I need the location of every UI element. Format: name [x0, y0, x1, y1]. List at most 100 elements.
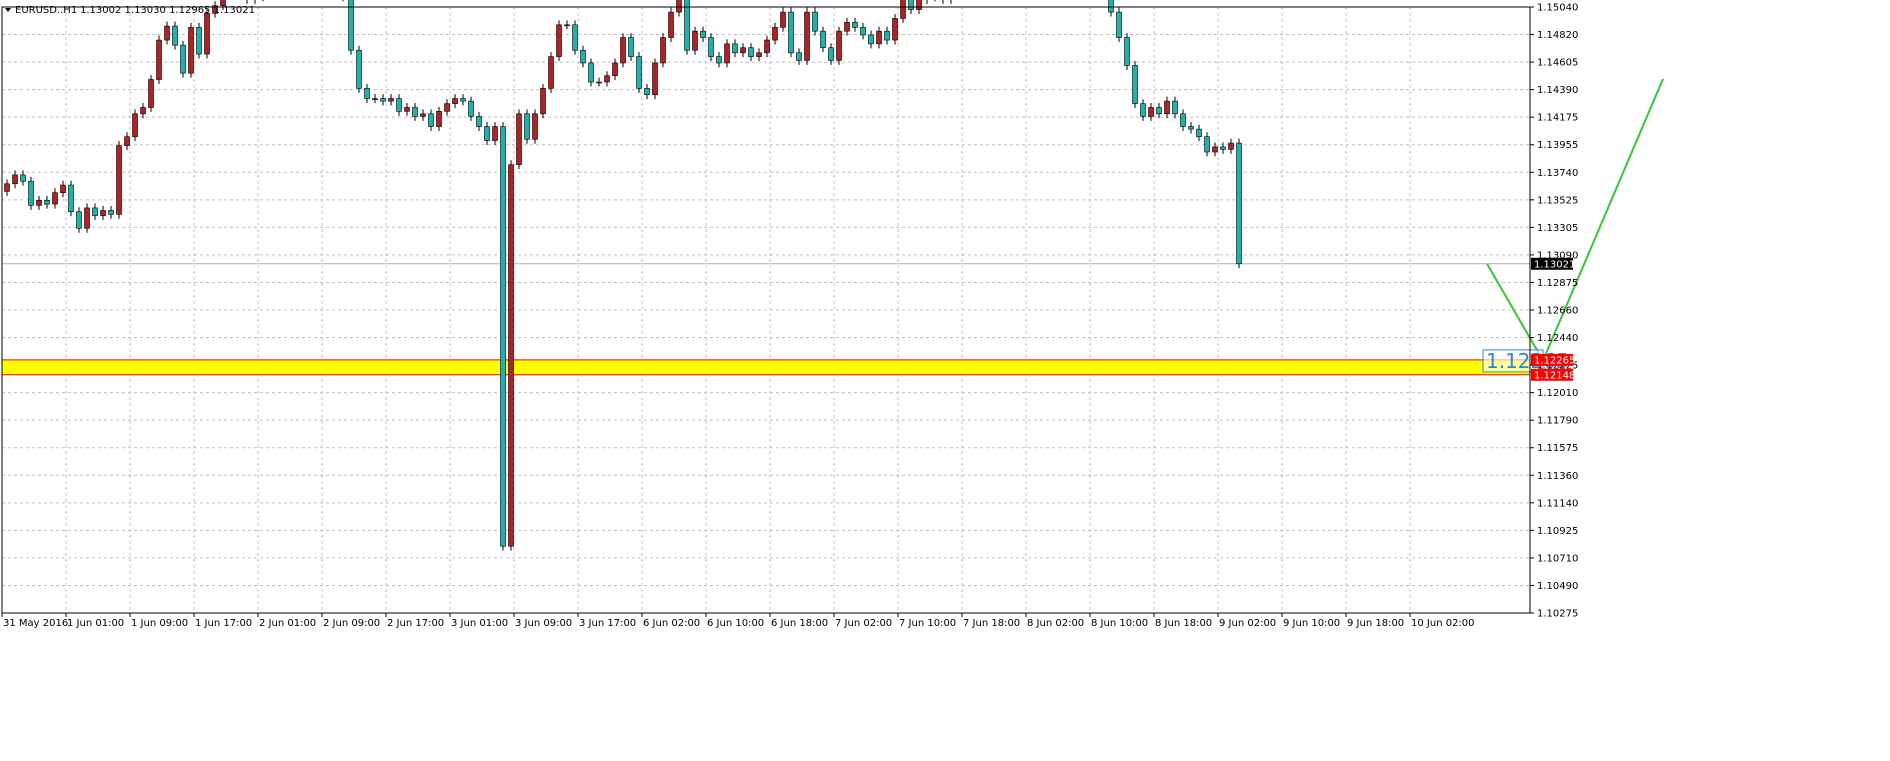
candle-body-bull: [100, 210, 106, 216]
candle-body-bear: [684, 0, 690, 51]
candle-body-bear: [356, 49, 362, 89]
candle: [1180, 109, 1186, 131]
candle-body-bull: [532, 113, 538, 140]
candle: [212, 1, 218, 18]
candle: [684, 0, 690, 55]
candle-body-bull: [772, 27, 778, 41]
candle: [20, 170, 26, 186]
candle-body-bear: [884, 30, 890, 41]
candle: [900, 0, 906, 23]
candle: [148, 75, 154, 112]
candle: [60, 180, 66, 198]
candle-body-bull: [404, 107, 410, 112]
candle-body-bear: [44, 200, 50, 205]
candle: [1204, 132, 1210, 157]
candle-body-bear: [748, 47, 754, 57]
candle-body-bear: [1108, 0, 1114, 13]
candle-body-bull: [596, 81, 602, 84]
candle-body-bear: [708, 37, 714, 57]
x-tick-label: 6 Jun 02:00: [643, 618, 700, 629]
candle: [436, 106, 442, 131]
candle-body-bull: [164, 25, 170, 41]
candle: [748, 43, 754, 62]
candle: [4, 179, 10, 196]
candle-body-bull: [220, 0, 226, 7]
candle-body-bear: [1220, 146, 1226, 150]
candle: [356, 45, 362, 93]
candle-body-bear: [644, 88, 650, 96]
price-tags: 1.13021 1.12265 1.12148: [1531, 257, 1575, 381]
candle-body-bull: [692, 30, 698, 51]
candle-body-bull: [1228, 142, 1234, 150]
candle-body-bear: [820, 30, 826, 48]
x-tick-label: 2 Jun 09:00: [323, 618, 380, 629]
candle-body-bull: [844, 21, 850, 32]
candle: [140, 103, 146, 119]
candle-body-bull: [372, 98, 378, 100]
triangle-down-icon[interactable]: [5, 8, 11, 12]
candle: [484, 122, 490, 145]
candle: [52, 188, 58, 209]
candle-body-bull: [1212, 146, 1218, 153]
candle-body-bear: [636, 56, 642, 89]
candle-body-bear: [628, 37, 634, 57]
candle-body-bull: [52, 192, 58, 205]
candle: [780, 7, 786, 32]
candle: [724, 39, 730, 68]
candle-body-bull: [124, 136, 130, 146]
candle-body-bear: [580, 49, 586, 64]
candle-body-bull: [188, 27, 194, 74]
candle: [884, 26, 890, 45]
candle-body-bull: [740, 47, 746, 54]
x-tick-label: 9 Jun 10:00: [1283, 618, 1340, 629]
x-tick-label: 7 Jun 02:00: [835, 618, 892, 629]
candle-body-bull: [804, 11, 810, 61]
candle: [644, 83, 650, 100]
candle-body-bull: [388, 98, 394, 102]
candle-body-bear: [1124, 37, 1130, 66]
candle: [820, 26, 826, 53]
candle-body-bull: [204, 13, 210, 55]
candle: [692, 26, 698, 55]
candle: [380, 94, 386, 106]
candle-body-bull: [516, 113, 522, 165]
candle-body-bear: [380, 98, 386, 102]
x-tick-label: 1 Jun 01:00: [67, 618, 124, 629]
candle: [836, 26, 842, 65]
candle: [396, 94, 402, 116]
candle-body-bear: [588, 62, 594, 83]
candle-body-bear: [476, 116, 482, 127]
candle-body-bull: [892, 18, 898, 41]
candle-body-bull: [780, 11, 786, 28]
candle: [1148, 103, 1154, 121]
candle: [548, 52, 554, 93]
candle: [254, 0, 256, 4]
candle-body-bear: [1188, 126, 1194, 130]
candle-body-bull: [148, 79, 154, 108]
candle-body-bull: [116, 145, 122, 215]
candle-body-bull: [212, 5, 218, 14]
candle: [68, 180, 74, 217]
candle-body-bull: [668, 11, 674, 38]
y-tick-label: 1.13090: [1537, 250, 1578, 261]
candle-body-bear: [108, 210, 114, 215]
candle-body-bull: [620, 37, 626, 64]
candle-body-bull: [564, 24, 570, 27]
candle-body-bear: [500, 126, 506, 547]
candle: [1172, 96, 1178, 119]
candle: [676, 0, 682, 17]
candle-body-bear: [20, 174, 26, 182]
y-tick-label: 1.12440: [1537, 333, 1578, 344]
price-axis[interactable]: 1.15040 1.14820 1.14605 1.14390 1.14175 1.139…: [1530, 3, 1578, 620]
candle-body-bull: [60, 184, 66, 193]
candle-body-bull: [12, 174, 18, 185]
y-tick-label: 1.10925: [1537, 526, 1578, 537]
candle: [1124, 33, 1130, 70]
candle: [628, 33, 634, 62]
candle: [348, 0, 354, 55]
candle-body-bull: [756, 52, 762, 57]
candle: [420, 109, 426, 121]
